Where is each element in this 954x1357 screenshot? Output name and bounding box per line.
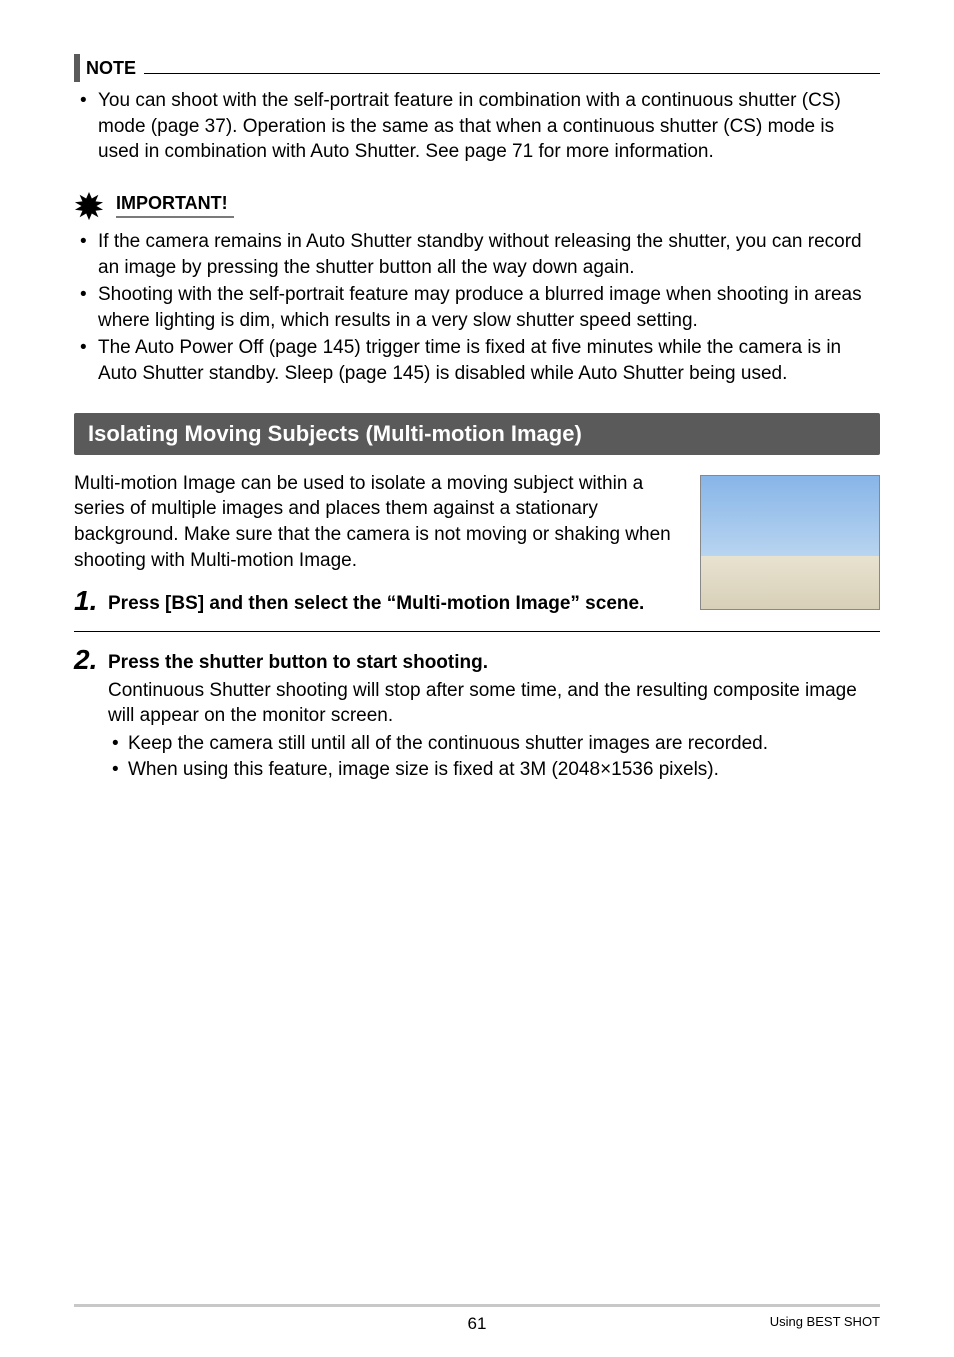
multi-motion-example-image — [700, 475, 880, 610]
step-divider — [74, 631, 880, 632]
note-item: You can shoot with the self-portrait fea… — [74, 88, 880, 165]
footer-section-label: Using BEST SHOT — [770, 1314, 880, 1329]
note-line — [144, 73, 880, 74]
burst-icon — [74, 191, 104, 221]
note-list: You can shoot with the self-portrait fea… — [74, 88, 880, 165]
section-intro: Multi-motion Image can be used to isolat… — [74, 471, 684, 574]
important-list: If the camera remains in Auto Shutter st… — [74, 229, 880, 387]
step-body: Continuous Shutter shooting will stop af… — [108, 678, 880, 729]
step-2: 2. Press the shutter button to start sho… — [74, 650, 880, 784]
section-title: Isolating Moving Subjects (Multi-motion … — [74, 413, 880, 455]
page-footer: 61 Using BEST SHOT — [74, 1304, 880, 1329]
footer-line — [74, 1304, 880, 1308]
step-number: 1. — [74, 585, 97, 617]
important-item: The Auto Power Off (page 145) trigger ti… — [74, 335, 880, 386]
step-sub-list: Keep the camera still until all of the c… — [108, 731, 880, 784]
note-bar — [74, 54, 80, 82]
step-title: Press [BS] and then select the “Multi-mo… — [108, 591, 684, 617]
important-item: If the camera remains in Auto Shutter st… — [74, 229, 880, 280]
note-header: NOTE — [74, 54, 880, 82]
step-title: Press the shutter button to start shooti… — [108, 650, 880, 676]
note-label: NOTE — [86, 58, 136, 79]
important-item: Shooting with the self-portrait feature … — [74, 282, 880, 333]
important-header: IMPORTANT! — [74, 191, 880, 221]
step-number: 2. — [74, 644, 97, 676]
step-sub-item: Keep the camera still until all of the c… — [108, 731, 880, 758]
important-label: IMPORTANT! — [116, 193, 234, 218]
step-1: 1. Press [BS] and then select the “Multi… — [74, 591, 684, 617]
step-sub-item: When using this feature, image size is f… — [108, 757, 880, 784]
page-number: 61 — [468, 1314, 487, 1334]
